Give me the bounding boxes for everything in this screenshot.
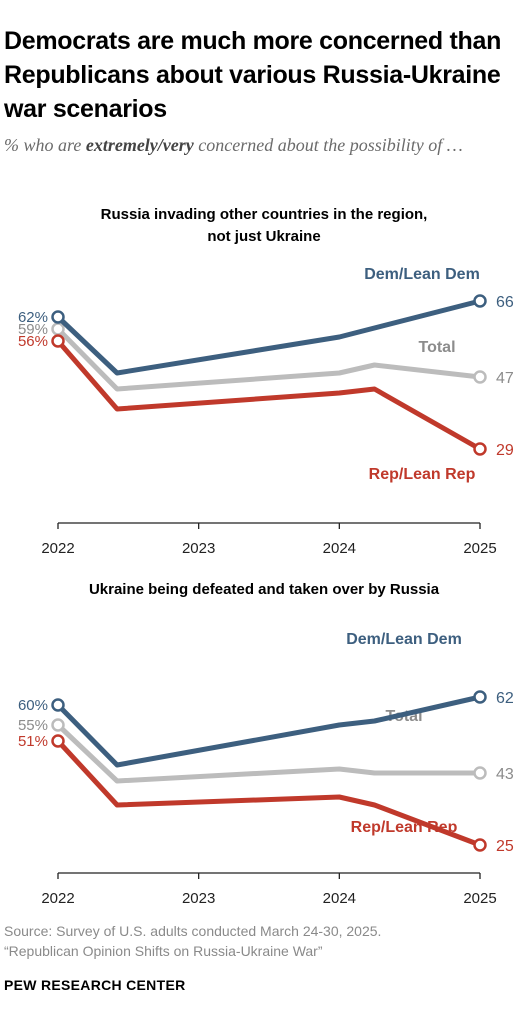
end-point-rep	[473, 442, 487, 456]
series-line-total	[55, 722, 483, 784]
chart-panel-invasion: Russia invading other countries in the r…	[0, 195, 529, 560]
series-line-dem	[55, 694, 483, 768]
start-point-total	[51, 718, 65, 732]
panel-title-line: not just Ukraine	[207, 228, 320, 245]
chart-panel-defeat: Ukraine being defeated and taken over by…	[0, 570, 529, 910]
subtitle-text-after: concerned about the possibility of …	[193, 135, 463, 155]
series-name-label-rep: Rep/Lean Rep	[351, 819, 458, 836]
start-value-label-dem: 62%	[18, 309, 48, 326]
start-value-label-total: 59%	[18, 321, 48, 338]
start-point-total	[51, 322, 65, 336]
start-point-rep	[51, 334, 65, 348]
start-value-label-rep: 51%	[18, 733, 48, 750]
panel-title-line: Ukraine being defeated and taken over by…	[89, 581, 440, 598]
series-line-total	[55, 326, 483, 392]
line-chart-defeat: Ukraine being defeated and taken over by…	[18, 581, 514, 907]
x-tick-label: 2022	[41, 890, 74, 907]
series-line-rep	[55, 738, 483, 848]
panel-title-line: Russia invading other countries in the r…	[101, 206, 428, 223]
end-value-label-total: 43	[496, 766, 514, 783]
end-point-dem	[473, 294, 487, 308]
source-note: Source: Survey of U.S. adults conducted …	[4, 921, 381, 961]
source-line-2: “Republican Opinion Shifts on Russia-Ukr…	[4, 943, 323, 959]
series-line-dem	[55, 298, 483, 376]
chart-title: Democrats are much more concerned than R…	[4, 27, 502, 123]
series-name-label-dem: Dem/Lean Dem	[346, 631, 462, 648]
series-name-label-rep: Rep/Lean Rep	[369, 466, 476, 483]
start-point-dem	[51, 698, 65, 712]
x-tick-label: 2025	[463, 540, 496, 557]
x-tick-label: 2024	[323, 890, 356, 907]
x-tick-label: 2024	[323, 540, 356, 557]
x-tick-label: 2023	[182, 540, 215, 557]
end-value-label-rep: 29	[496, 442, 514, 459]
series-name-label-dem: Dem/Lean Dem	[364, 266, 480, 283]
line-chart-invasion: Russia invading other countries in the r…	[18, 206, 514, 557]
end-value-label-rep: 25	[496, 838, 514, 855]
x-tick-label: 2023	[182, 890, 215, 907]
end-value-label-dem: 62	[496, 690, 514, 707]
end-value-label-total: 47	[496, 370, 514, 387]
chart-subtitle: % who are extremely/very concerned about…	[4, 132, 519, 159]
x-tick-label: 2025	[463, 890, 496, 907]
end-point-dem	[473, 690, 487, 704]
start-value-label-rep: 56%	[18, 333, 48, 350]
subtitle-text-before: % who are	[4, 135, 86, 155]
series-name-label-total: Total	[418, 339, 455, 356]
x-tick-label: 2022	[41, 540, 74, 557]
start-point-rep	[51, 734, 65, 748]
subtitle-emphasis: extremely/very	[85, 135, 194, 155]
end-point-total	[473, 370, 487, 384]
source-line-1: Source: Survey of U.S. adults conducted …	[4, 923, 382, 939]
end-point-rep	[473, 838, 487, 852]
end-point-total	[473, 766, 487, 780]
start-value-label-dem: 60%	[18, 697, 48, 714]
start-point-dem	[51, 310, 65, 324]
pew-logo: PEW RESEARCH CENTER	[4, 977, 186, 993]
series-line-rep	[55, 338, 483, 452]
end-value-label-dem: 66	[496, 294, 514, 311]
start-value-label-total: 55%	[18, 717, 48, 734]
